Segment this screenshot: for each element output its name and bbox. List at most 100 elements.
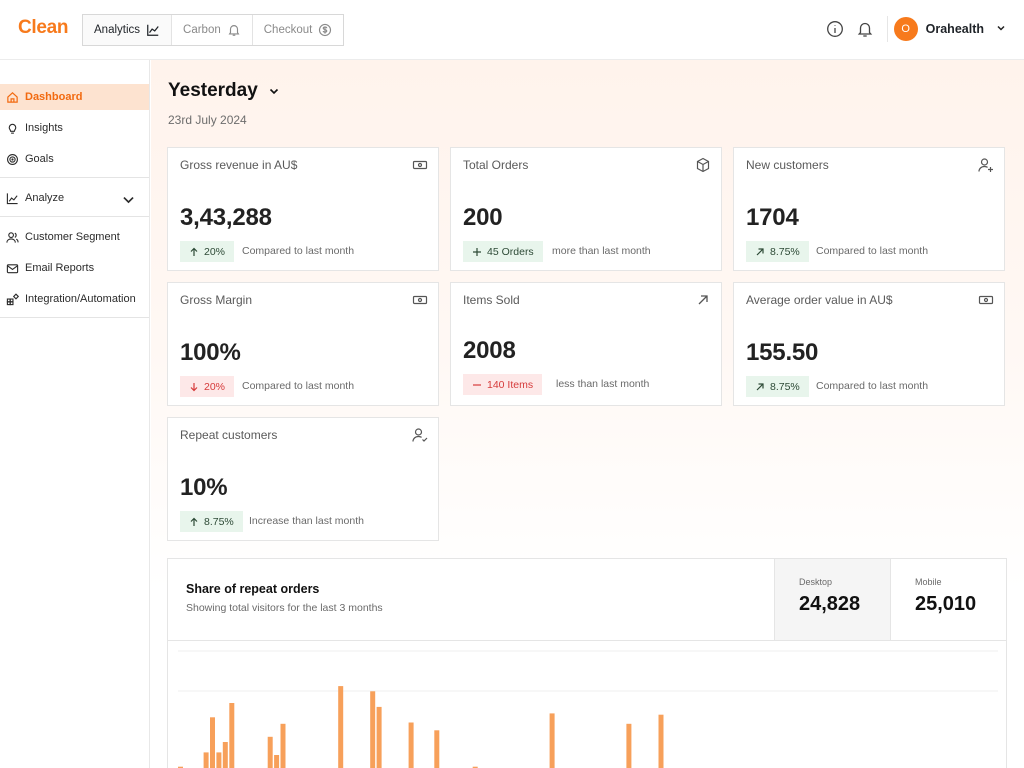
sidebar-item-email-reports[interactable]: Email Reports [0, 255, 149, 281]
user-plus-icon [978, 157, 994, 173]
tab-label: Carbon [183, 24, 221, 36]
chevron-down-icon[interactable] [996, 20, 1006, 38]
card-value: 1704 [746, 204, 799, 231]
tab-analytics[interactable]: Analytics [83, 15, 173, 45]
chart-bar[interactable] [178, 766, 183, 768]
chart-bar[interactable] [280, 723, 286, 768]
box-icon [695, 157, 711, 173]
tab-carbon[interactable]: Carbon [172, 15, 253, 45]
desktop-stat[interactable]: Desktop 24,828 [774, 559, 890, 640]
chart-bar[interactable] [370, 691, 376, 768]
trend-badge: 20% [180, 376, 235, 397]
dollar-circle-icon [319, 23, 332, 37]
chart-bar[interactable] [549, 713, 555, 768]
sidebar-item-label: Customer Segment [25, 231, 120, 243]
banknote-icon [412, 292, 428, 308]
tab-checkout[interactable]: Checkout [253, 15, 344, 45]
sidebar-item-customer-segment[interactable]: Customer Segment [0, 224, 149, 250]
sidebar-item-insights[interactable]: Insights [0, 115, 149, 141]
badge-value: 140 Items [487, 378, 534, 391]
top-bar: Clean Analytics Carbon Checkout O Orahea… [0, 0, 1024, 60]
metric-card-gross-revenue: Gross revenue in AU$ 3,43,288 20% Compar… [167, 147, 439, 271]
chart-bar[interactable] [626, 723, 632, 768]
chart-bar[interactable] [338, 686, 344, 768]
period-label: Yesterday [168, 80, 258, 101]
avatar[interactable]: O [893, 17, 918, 41]
panel-title: Share of repeat orders [186, 582, 320, 596]
card-title: Gross Margin [180, 293, 253, 307]
chevron-down-icon[interactable] [122, 193, 135, 206]
notification-bell-icon[interactable] [855, 19, 875, 39]
card-note: more than last month [552, 245, 651, 257]
sidebar: Dashboard Insights Goals Analyze Custome… [0, 60, 150, 768]
bell-icon [228, 25, 240, 36]
card-note: Compared to last month [242, 245, 355, 257]
mobile-stat[interactable]: Mobile 25,010 [890, 559, 1006, 640]
chart-bar[interactable] [274, 755, 280, 768]
card-value: 10% [180, 474, 228, 501]
card-title: Total Orders [463, 158, 529, 172]
card-value: 3,43,288 [180, 204, 272, 231]
chart-bar[interactable] [472, 766, 478, 768]
chart-bar[interactable] [229, 703, 235, 768]
sidebar-item-dashboard[interactable]: Dashboard [0, 84, 149, 110]
chevron-down-icon [269, 88, 278, 95]
chart-bar[interactable] [210, 717, 215, 768]
trend-badge: 8.75% [746, 376, 809, 397]
chart-bar[interactable] [408, 722, 414, 768]
sidebar-item-analyze[interactable]: Analyze [0, 185, 149, 211]
app-logo[interactable]: Clean [18, 17, 69, 38]
banknote-icon [412, 157, 428, 173]
sidebar-item-label: Goals [25, 153, 54, 165]
badge-value: 45 Orders [487, 245, 534, 258]
metric-card-new-customers: New customers 1704 8.75% Compared to las… [733, 147, 1005, 271]
card-title: Repeat customers [180, 428, 278, 442]
badge-value: 20% [204, 380, 226, 393]
card-note: less than last month [556, 378, 650, 390]
chart-bar[interactable] [434, 730, 440, 768]
metric-card-total-orders: Total Orders 200 45 Orders more than las… [450, 147, 722, 271]
blocks-icon [6, 292, 19, 305]
chart-icon [6, 192, 18, 204]
user-name[interactable]: Orahealth [925, 22, 984, 36]
card-note: Compared to last month [816, 245, 929, 257]
sidebar-item-integration[interactable]: Integration/Automation [0, 286, 149, 312]
arrow-up-icon [190, 517, 198, 526]
card-value: 100% [180, 339, 241, 366]
banknote-icon [978, 292, 994, 308]
chart-bar[interactable] [267, 736, 273, 768]
period-selector[interactable]: Yesterday [168, 80, 280, 102]
trend-badge: 8.75% [746, 241, 809, 262]
bar-chart [178, 650, 998, 768]
sidebar-item-label: Insights [25, 122, 63, 134]
card-note: Compared to last month [242, 380, 355, 392]
sidebar-item-label: Analyze [25, 192, 65, 204]
plus-icon [473, 247, 481, 256]
user-check-icon [412, 427, 428, 443]
minus-icon [473, 383, 481, 386]
arrow-up-right-icon [756, 382, 764, 390]
chart-bar[interactable] [222, 742, 228, 768]
divider [0, 317, 149, 318]
chart-bar[interactable] [376, 706, 382, 768]
tab-label: Analytics [94, 24, 141, 36]
sidebar-item-goals[interactable]: Goals [0, 146, 149, 172]
metric-card-items-sold: Items Sold 2008 140 Items less than last… [450, 282, 722, 406]
target-icon [7, 153, 18, 165]
card-title: New customers [746, 158, 829, 172]
chart-bar[interactable] [203, 752, 209, 768]
trend-badge: 20% [180, 241, 235, 262]
trend-badge: 45 Orders [463, 241, 543, 262]
badge-value: 8.75% [204, 515, 234, 528]
product-tabs: Analytics Carbon Checkout [82, 14, 345, 46]
info-icon[interactable] [825, 19, 845, 39]
arrow-down-icon [190, 382, 198, 391]
stat-value: 24,828 [799, 593, 861, 615]
mail-icon [6, 263, 19, 273]
trend-badge: 8.75% [180, 511, 243, 532]
stat-label: Desktop [799, 577, 833, 587]
arrow-up-right-icon [695, 292, 711, 308]
chart-bar[interactable] [216, 752, 222, 768]
report-date: 23rd July 2024 [168, 113, 247, 127]
chart-bar[interactable] [658, 714, 664, 768]
